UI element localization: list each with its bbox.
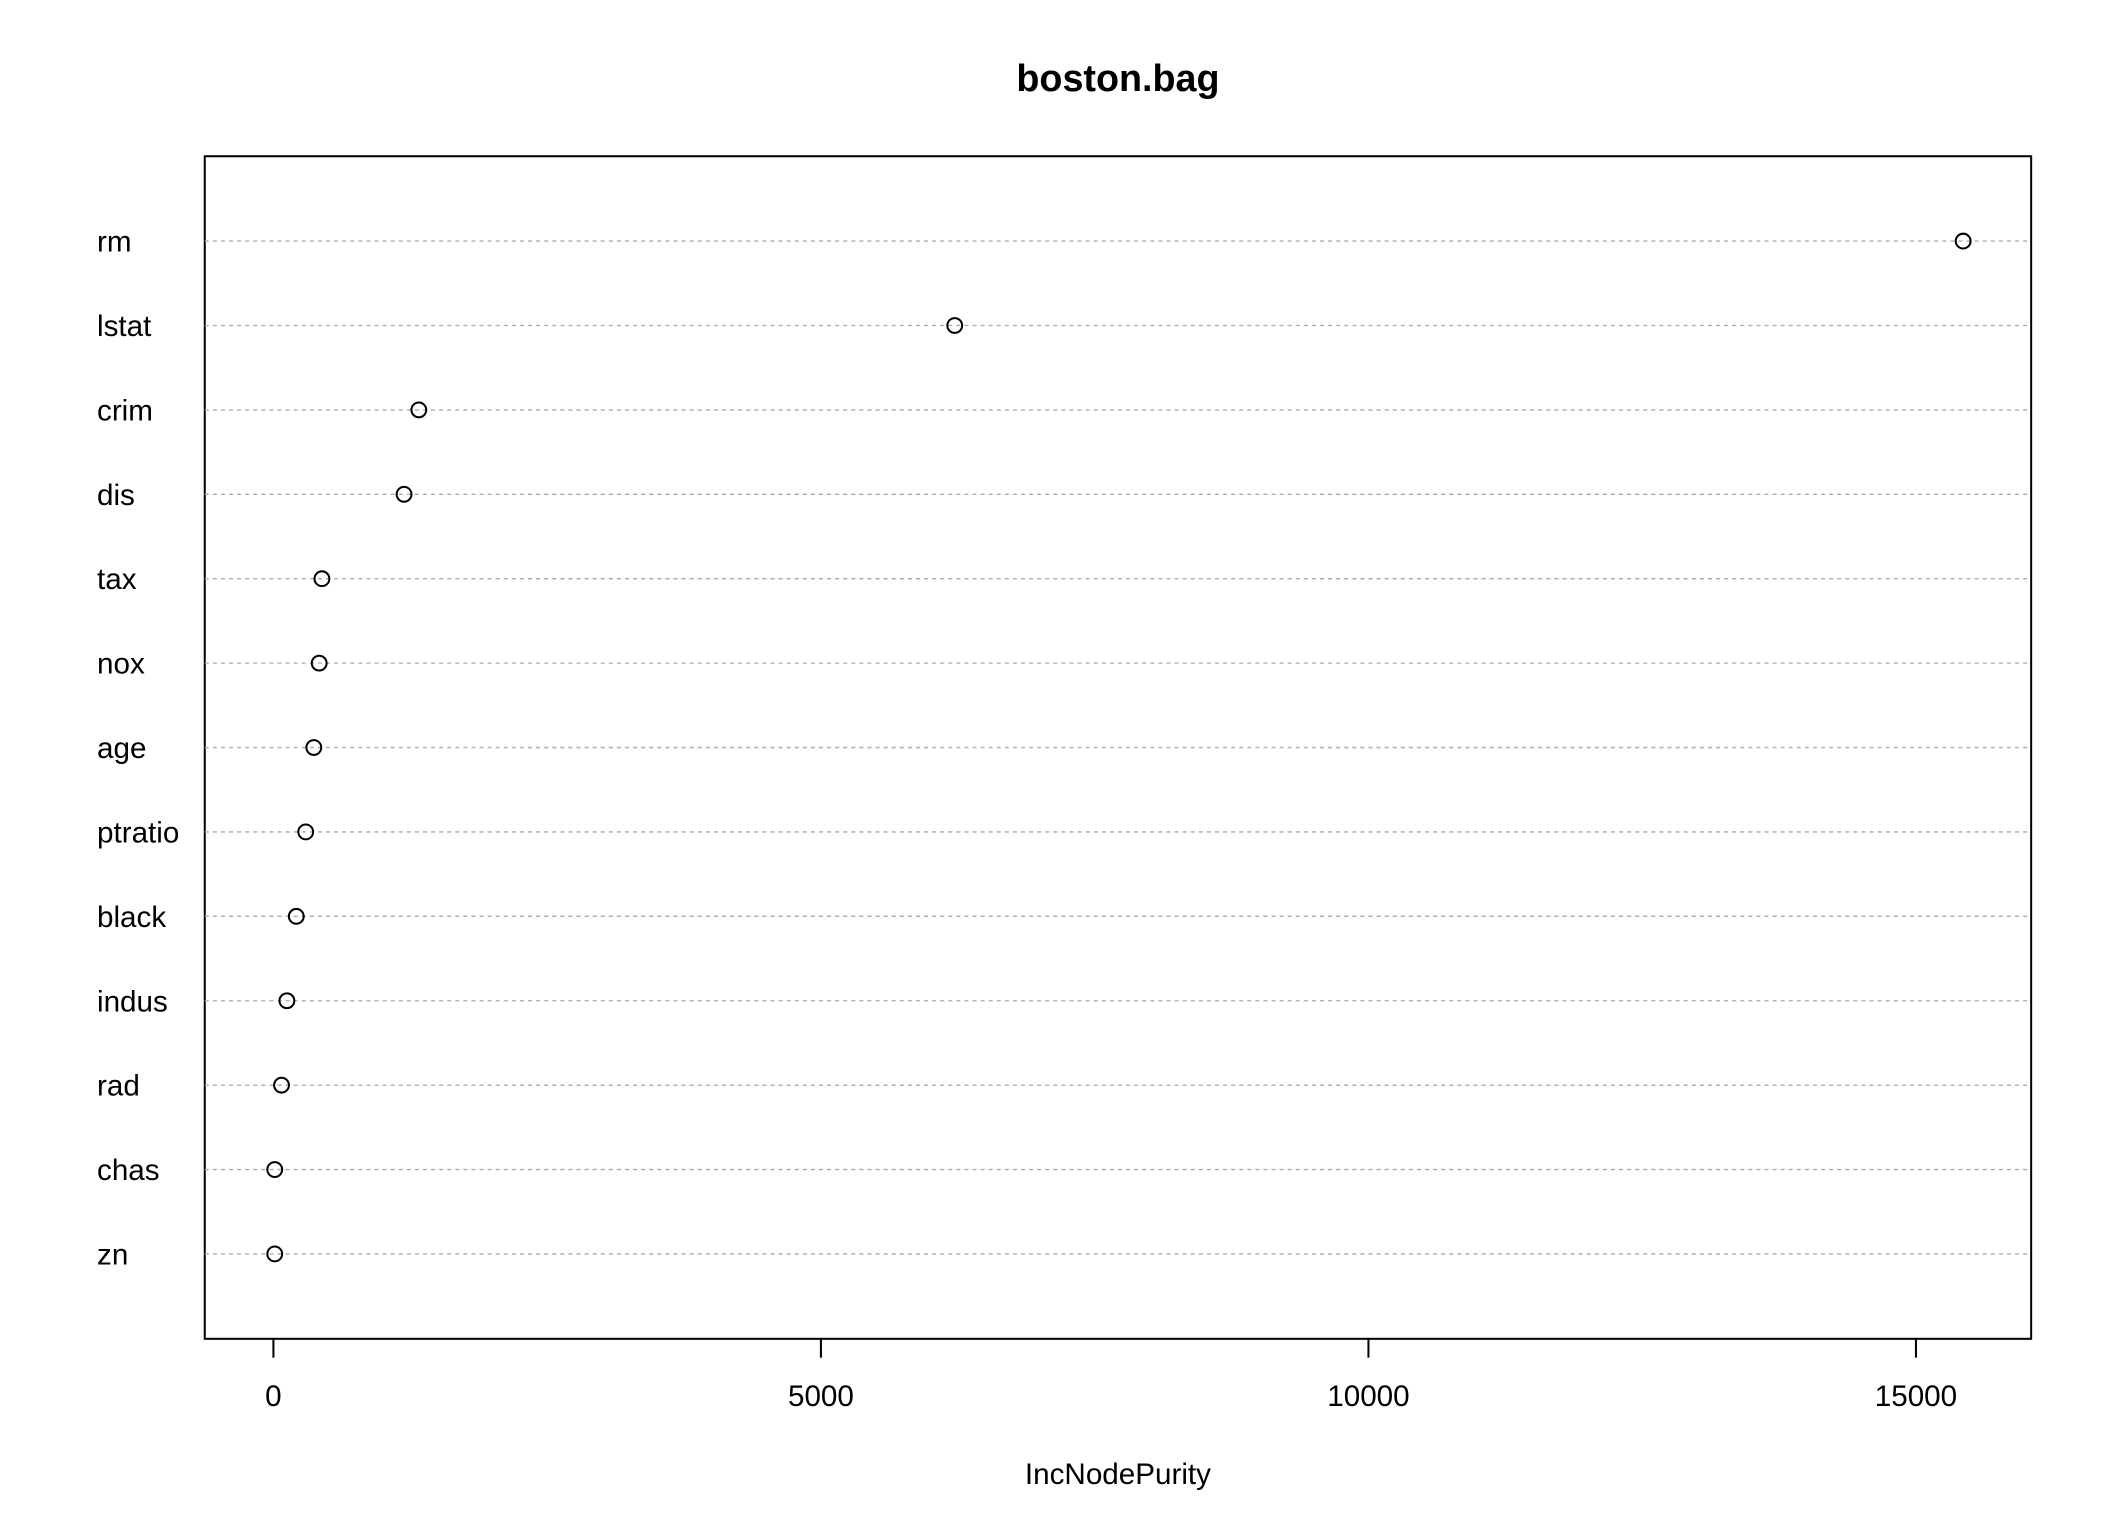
y-tick-label: ptratio — [97, 816, 179, 849]
point — [1954, 232, 1972, 250]
y-tick-label: tax — [97, 563, 137, 596]
y-tick-label: age — [97, 732, 146, 765]
y-tick-label: indus — [97, 985, 168, 1018]
point — [410, 401, 428, 419]
point — [395, 485, 413, 503]
point — [273, 1076, 290, 1094]
y-tick-label: black — [97, 901, 166, 934]
x-tick-label: 15000 — [1875, 1380, 1957, 1413]
x-axis-label: IncNodePurity — [1025, 1458, 1211, 1491]
y-tick-label: crim — [97, 394, 153, 427]
y-tick-label: rad — [97, 1070, 140, 1103]
y-tick-label: nox — [97, 648, 145, 681]
point — [287, 907, 305, 925]
chart-title: boston.bag — [1016, 57, 1219, 99]
point — [946, 317, 964, 334]
point — [305, 739, 323, 756]
point — [313, 570, 331, 588]
point — [266, 1161, 284, 1178]
point — [278, 992, 296, 1010]
y-tick-label: chas — [97, 1154, 160, 1187]
point — [297, 823, 315, 841]
x-tick-label: 10000 — [1327, 1380, 1409, 1413]
y-tick-label: zn — [97, 1238, 128, 1271]
x-tick-label: 0 — [265, 1380, 281, 1413]
y-tick-label: lstat — [97, 310, 152, 343]
point — [310, 654, 328, 672]
y-tick-label: rm — [97, 226, 132, 259]
y-tick-label: dis — [97, 479, 135, 512]
point — [266, 1245, 284, 1263]
x-tick-label: 5000 — [788, 1380, 854, 1413]
